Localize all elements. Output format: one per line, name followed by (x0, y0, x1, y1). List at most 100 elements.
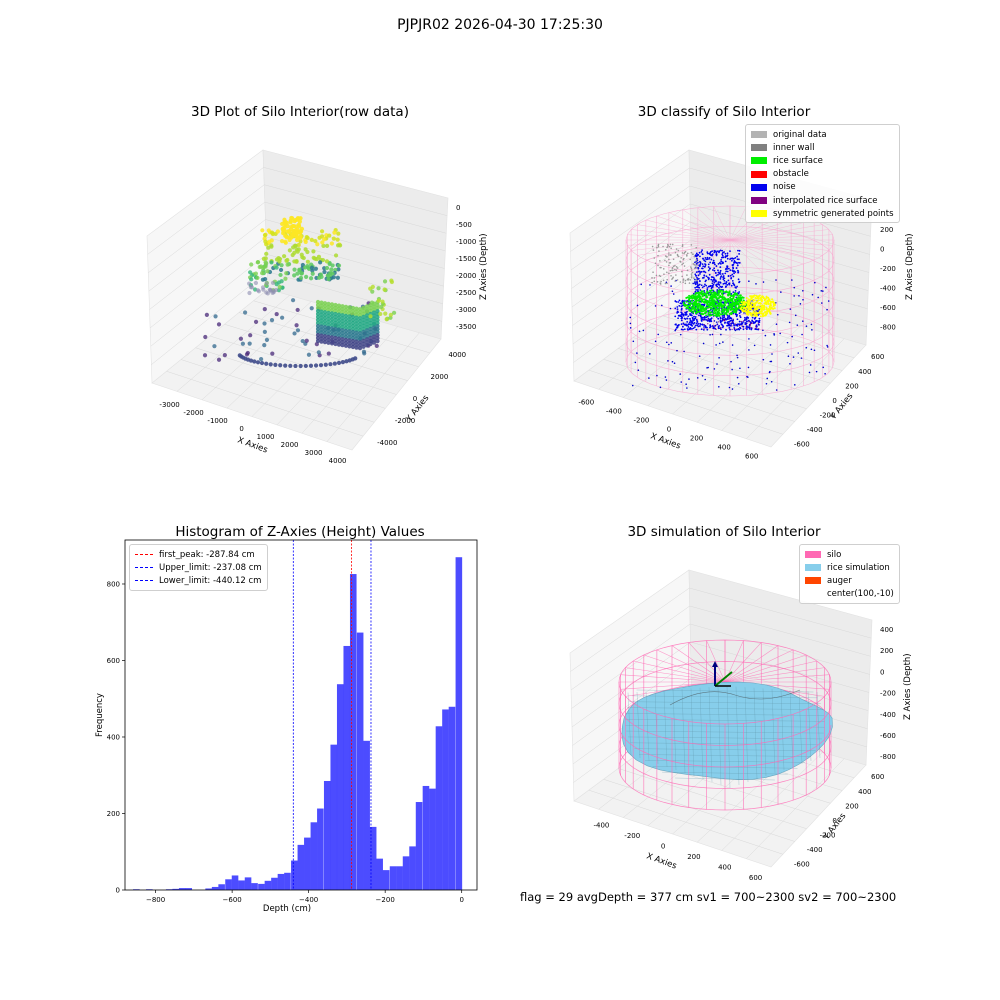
x-tick-label: −800 (146, 896, 165, 904)
histogram-bar (178, 888, 186, 890)
legend-label: obstacle (773, 169, 809, 180)
z-tick-label: 200 (880, 226, 893, 234)
panel2-zlabel: Z Axies (Depth) (905, 233, 915, 300)
legend-swatch (805, 551, 821, 559)
histogram-bar (277, 873, 285, 890)
panel1-scatter (202, 215, 397, 369)
legend-item: interpolated rice surface (751, 194, 894, 207)
y-tick-label: 800 (107, 580, 120, 588)
histogram-title: Histogram of Z-Axies (Height) Values (175, 524, 425, 540)
z-tick-label: -400 (880, 285, 896, 293)
histogram-bar (396, 866, 403, 890)
x-tick-label: -400 (593, 821, 609, 829)
histogram-bars (133, 557, 463, 890)
z-tick-label: -500 (456, 221, 472, 229)
x-tick-label: -400 (606, 408, 622, 416)
z-tick-label: 200 (880, 647, 893, 655)
histogram-bar (185, 888, 193, 890)
histogram-bar (409, 846, 416, 890)
panel1-ylabel: Y Axies (404, 393, 432, 425)
histogram-bar (330, 744, 338, 890)
x-tick-label: -3000 (159, 401, 179, 409)
histogram-bar (356, 632, 364, 890)
histogram-reference-lines (292, 540, 372, 890)
panel2-title: 3D classify of Silo Interior (637, 104, 811, 120)
histogram-bar (349, 574, 357, 890)
legend-label: symmetric generated points (773, 208, 894, 219)
legend-swatch (751, 183, 767, 191)
histogram-chart: −800 −600 −400 −200 0 0 200 400 600 800 Depth (cm… (95, 539, 478, 914)
x-tick-label: 200 (690, 435, 703, 443)
z-tick-label: -2500 (456, 289, 476, 297)
x-tick-label: −200 (376, 896, 395, 904)
x-tick-label: 3000 (305, 449, 323, 457)
y-tick-label: 200 (107, 810, 120, 818)
y-tick-label: 600 (871, 353, 884, 361)
status-footer: flag = 29 avgDepth = 377 cm sv1 = 700~23… (520, 890, 897, 904)
legend-item: Lower_limit: -440.12 cm (135, 574, 262, 587)
histogram-bar (336, 684, 344, 890)
histogram-bar (297, 844, 305, 890)
histogram-legend: first_peak: -287.84 cm Upper_limit: -237.… (129, 544, 268, 591)
x-tick-label: 4000 (329, 457, 347, 465)
y-tick-label: 4000 (448, 351, 466, 359)
y-tick-label: -200 (820, 831, 836, 839)
histogram-bar (422, 785, 430, 890)
panel4-zlabel: Z Axies (Depth) (903, 653, 913, 720)
y-tick-label: 200 (845, 802, 858, 810)
histogram-bar (218, 884, 225, 890)
y-tick-label: -4000 (377, 439, 397, 447)
y-tick-label: -400 (807, 846, 823, 854)
z-tick-label: -600 (880, 732, 896, 740)
histogram-bar (271, 877, 278, 890)
panel1-zlabel: Z Axies (Depth) (479, 233, 489, 300)
panel1-3d-plot: -3000 -2000 -1000 0 1000 2000 3000 4000 -4000 -20… (146, 149, 489, 465)
legend-item: Upper_limit: -237.08 cm (135, 561, 262, 574)
histogram-bar (264, 880, 272, 890)
legend-swatch (805, 564, 821, 572)
legend-item: original data (751, 128, 894, 141)
histogram-bar (317, 808, 324, 890)
z-tick-label: -2000 (456, 272, 476, 280)
panel2-classified-points (629, 243, 830, 391)
z-tick-label: -1500 (456, 255, 476, 263)
panel1-axes-box (146, 149, 449, 451)
x-tick-label: 0 (239, 425, 243, 433)
histogram-bar (389, 866, 397, 890)
legend-swatch (751, 170, 767, 178)
histogram-ylabel: Frequency (95, 693, 105, 737)
x-tick-label: 600 (749, 874, 762, 882)
legend-swatch (751, 157, 767, 165)
legend-swatch (751, 197, 767, 205)
legend-label: noise (773, 182, 796, 193)
histogram-bar (343, 645, 351, 890)
histogram-bar (435, 726, 443, 890)
x-tick-label: 0 (667, 426, 671, 434)
legend-item: silo (805, 548, 894, 561)
legend-item: obstacle (751, 168, 894, 181)
histogram-bar (172, 888, 180, 890)
y-tick-label: 400 (858, 368, 871, 376)
panel4-center-axes (712, 661, 733, 687)
panel2-3d-plot: -600-400-2000200400600-600-400-200020040… (569, 149, 915, 461)
legend-label: interpolated rice surface (773, 195, 878, 206)
legend-swatch (751, 131, 767, 139)
legend-item: noise (751, 181, 894, 194)
legend-label: rice simulation (827, 562, 890, 573)
y-tick-label: 400 (107, 733, 120, 741)
legend-swatch (751, 210, 767, 218)
legend-item: rice surface (751, 154, 894, 167)
histogram-bar (225, 879, 232, 890)
y-tick-label: 0 (413, 395, 417, 403)
histogram-bar (402, 856, 410, 890)
legend-item: center(100,-10) (805, 588, 894, 601)
x-tick-label: −600 (223, 896, 242, 904)
histogram-bar (310, 822, 318, 890)
y-tick-label: -200 (820, 411, 836, 419)
histogram-bar (251, 883, 258, 890)
legend-label: silo (827, 549, 842, 560)
x-tick-label: 1000 (257, 433, 275, 441)
legend-item: rice simulation (805, 561, 894, 574)
panel4-silo-front (618, 681, 832, 811)
histogram-bar (258, 883, 265, 890)
